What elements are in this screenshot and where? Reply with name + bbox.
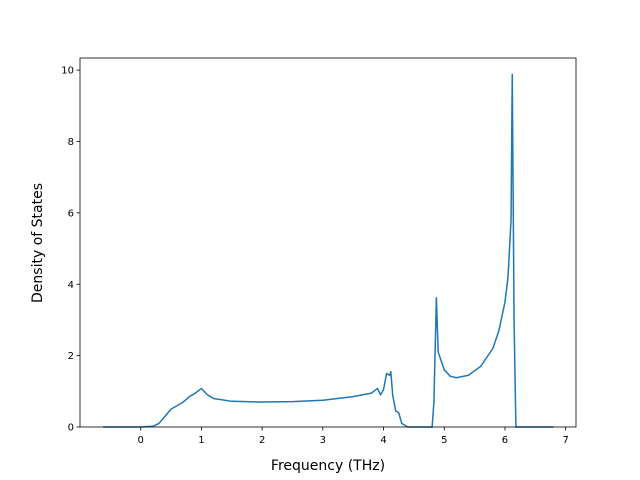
line xyxy=(103,73,554,428)
y-tick-label: 6 xyxy=(68,208,74,219)
x-tick-label: 2 xyxy=(259,435,265,446)
x-tick-label: 6 xyxy=(502,435,508,446)
x-tick-label: 4 xyxy=(380,435,386,446)
y-tick-label: 4 xyxy=(68,280,74,291)
x-tick-label: 3 xyxy=(320,435,326,446)
y-tick-label: 10 xyxy=(61,66,74,77)
y-tick-label: 0 xyxy=(68,423,74,434)
x-axis-label: Frequency (THz) xyxy=(271,458,385,474)
x-tick-label: 1 xyxy=(198,435,204,446)
y-tick-label: 2 xyxy=(68,351,74,362)
y-axis-label: Density of States xyxy=(30,183,46,303)
x-tick-label: 7 xyxy=(562,435,568,446)
y-tick-label: 8 xyxy=(68,137,74,148)
axes-frame xyxy=(79,57,577,428)
x-tick-label: 0 xyxy=(138,435,144,446)
x-tick-label: 5 xyxy=(441,435,447,446)
